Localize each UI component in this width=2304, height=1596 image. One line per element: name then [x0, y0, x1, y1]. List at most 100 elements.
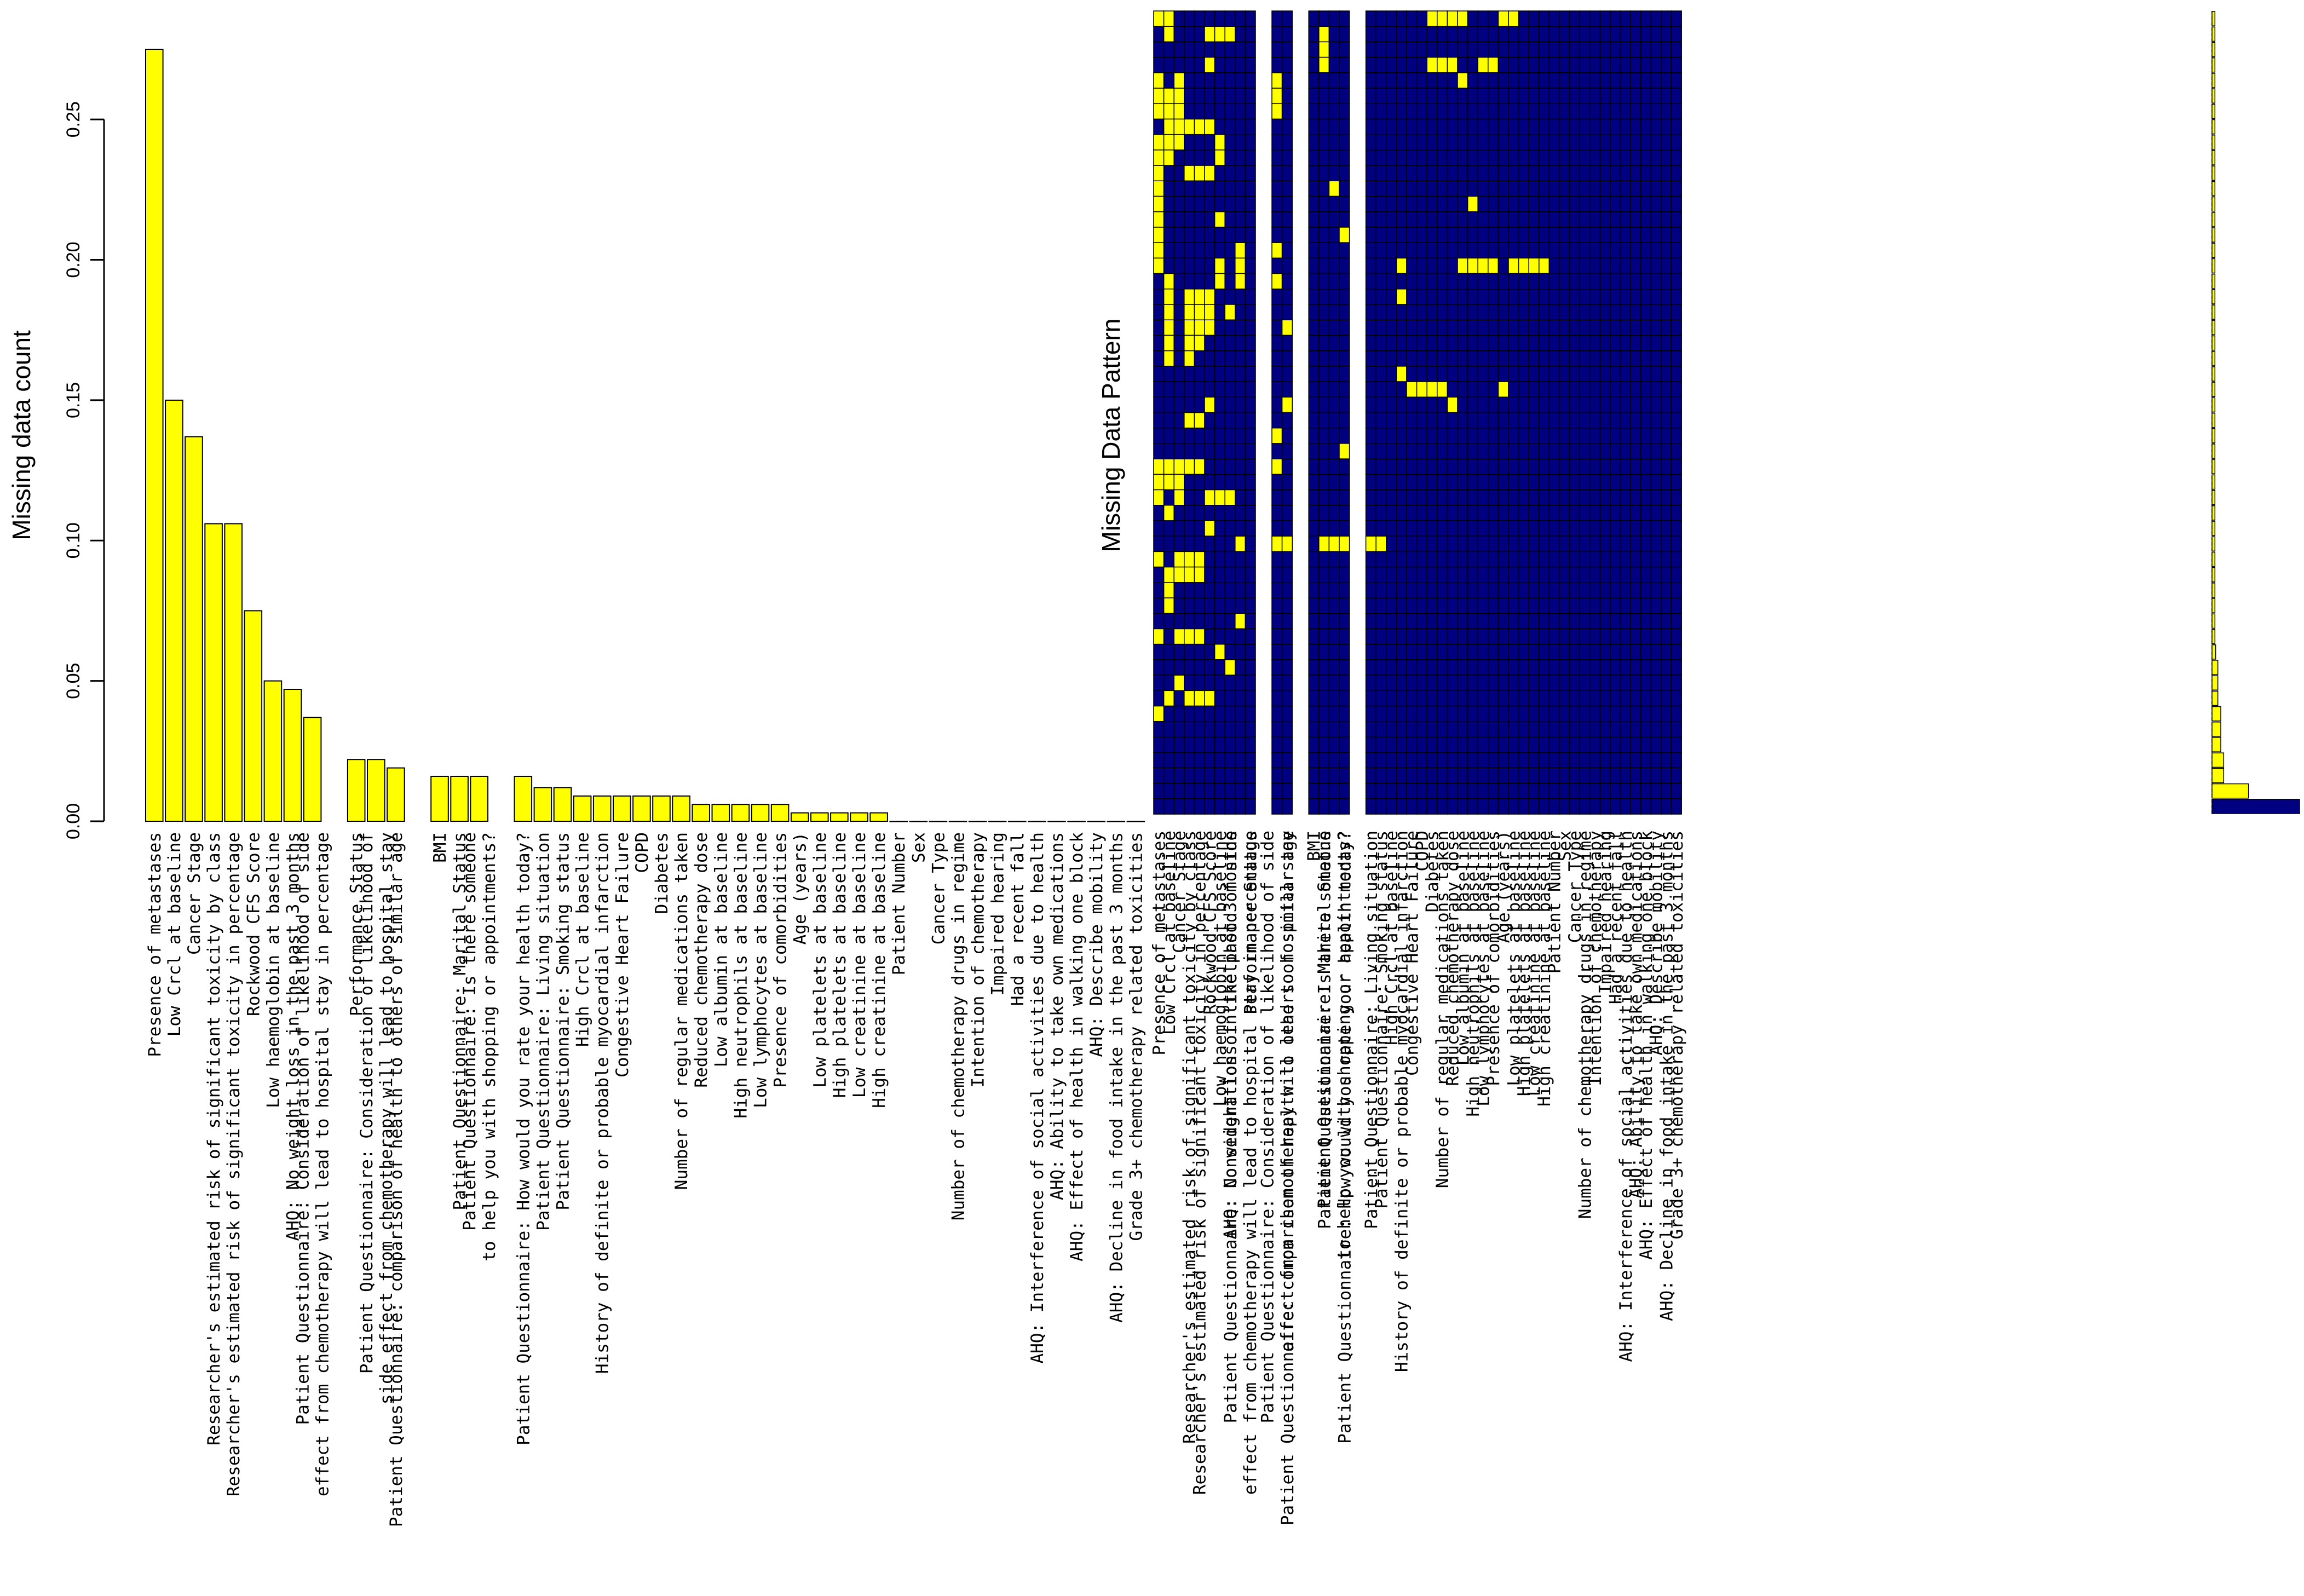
observed-cell [1508, 535, 1519, 552]
observed-cell [1569, 582, 1580, 598]
bar [1107, 821, 1126, 822]
observed-cell [1579, 566, 1591, 583]
observed-cell [1214, 180, 1225, 197]
observed-cell [1245, 597, 1256, 614]
observed-cell [1457, 56, 1468, 73]
observed-cell [1610, 273, 1621, 290]
observed-cell [1528, 319, 1540, 336]
observed-cell [1650, 474, 1662, 491]
observed-cell [1661, 227, 1672, 243]
observed-cell [1620, 643, 1631, 660]
missing-cell [1163, 149, 1174, 166]
observed-cell [1457, 690, 1468, 707]
observed-cell [1281, 705, 1293, 722]
observed-cell [1386, 597, 1397, 614]
observed-cell [1271, 736, 1283, 753]
frequency-bar [2211, 443, 2216, 459]
observed-cell [1396, 350, 1407, 367]
observed-cell [1214, 242, 1225, 259]
frequency-bar [2211, 752, 2225, 768]
observed-cell [1271, 566, 1283, 583]
observed-cell [1559, 165, 1570, 182]
observed-cell [1497, 396, 1509, 413]
observed-cell [1630, 242, 1641, 259]
observed-cell [1671, 366, 1682, 382]
observed-cell [1416, 304, 1427, 320]
observed-cell [1245, 257, 1256, 274]
observed-cell [1457, 273, 1468, 290]
observed-cell [1620, 165, 1631, 182]
observed-cell [1235, 381, 1246, 398]
column-label: Presence of metastases [1149, 831, 1169, 1056]
observed-cell [1457, 118, 1468, 135]
observed-cell [1406, 350, 1418, 367]
observed-cell [1396, 613, 1407, 630]
observed-cell [1375, 227, 1387, 243]
observed-cell [1245, 396, 1256, 413]
frequency-bar [2211, 629, 2216, 644]
observed-cell [1365, 165, 1376, 182]
missing-count-bar-chart: 0.000.050.100.150.200.25 Missing data co… [7, 49, 1146, 1527]
observed-cell [1396, 134, 1407, 151]
observed-cell [1569, 335, 1580, 352]
observed-cell [1661, 705, 1672, 722]
observed-cell [1599, 257, 1611, 274]
frequency-bar [2211, 366, 2216, 382]
missing-cell [1153, 180, 1165, 197]
observed-cell [1518, 242, 1529, 259]
observed-cell [1173, 721, 1185, 737]
observed-cell [1365, 582, 1376, 598]
observed-cell [1488, 535, 1499, 552]
observed-cell [1426, 752, 1438, 769]
column-label: Patient Number [1545, 831, 1565, 973]
observed-cell [1559, 474, 1570, 491]
observed-cell [1386, 195, 1397, 212]
observed-cell [1650, 396, 1662, 413]
observed-cell [1396, 690, 1407, 707]
observed-cell [1559, 736, 1570, 753]
observed-cell [1599, 736, 1611, 753]
bar [367, 759, 385, 822]
observed-cell [1163, 752, 1174, 769]
observed-cell [1457, 103, 1468, 120]
observed-cell [1426, 659, 1438, 676]
observed-cell [1620, 675, 1631, 692]
observed-cell [1620, 350, 1631, 367]
observed-cell [1579, 782, 1591, 799]
observed-cell [1539, 195, 1550, 212]
observed-cell [1271, 767, 1283, 784]
observed-cell [1214, 798, 1225, 815]
observed-cell [1671, 319, 1682, 336]
observed-cell [1610, 582, 1621, 598]
observed-cell [1477, 26, 1489, 43]
observed-cell [1640, 752, 1652, 769]
observed-cell [1467, 165, 1478, 182]
observed-cell [1447, 566, 1458, 583]
observed-cell [1214, 474, 1225, 491]
observed-cell [1650, 180, 1662, 197]
observed-cell [1194, 798, 1205, 815]
observed-cell [1386, 613, 1397, 630]
observed-cell [1416, 366, 1427, 382]
observed-cell [1271, 659, 1283, 676]
observed-cell [1497, 118, 1509, 135]
observed-cell [1650, 597, 1662, 614]
observed-cell [1281, 304, 1293, 320]
observed-cell [1386, 366, 1397, 382]
missing-cell [1214, 211, 1225, 228]
missing-cell [1173, 72, 1185, 89]
observed-cell [1308, 767, 1320, 784]
observed-cell [1437, 195, 1448, 212]
observed-cell [1661, 350, 1672, 367]
missing-cell [1426, 381, 1438, 398]
observed-cell [1318, 721, 1330, 737]
observed-cell [1579, 335, 1591, 352]
observed-cell [1447, 227, 1458, 243]
observed-cell [1235, 520, 1246, 537]
missing-cell [1194, 304, 1205, 320]
observed-cell [1184, 227, 1195, 243]
bar [1087, 821, 1106, 822]
observed-cell [1447, 180, 1458, 197]
missing-cell [1204, 56, 1216, 73]
observed-cell [1235, 505, 1246, 521]
